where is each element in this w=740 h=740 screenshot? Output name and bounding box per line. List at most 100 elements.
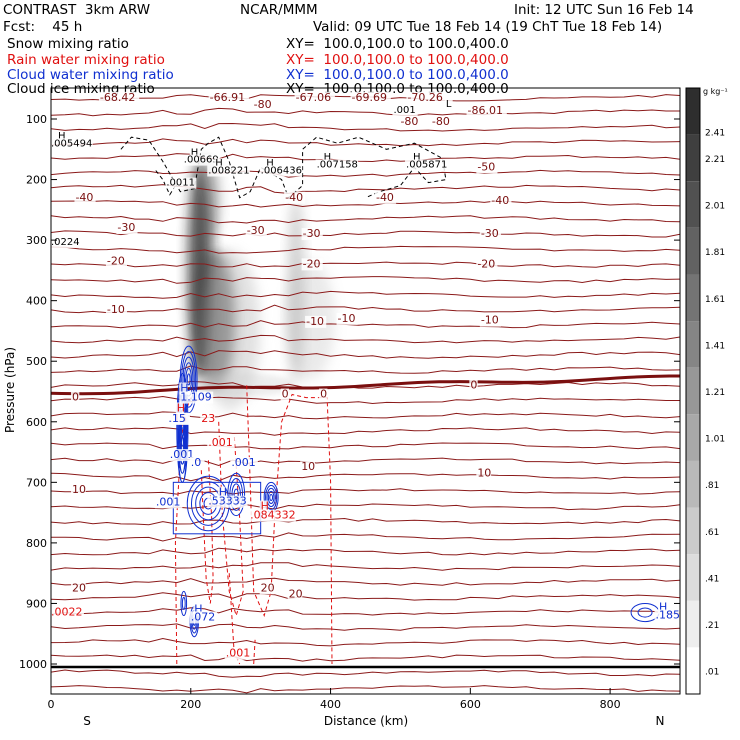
cloud-ice-label: L: [446, 99, 452, 110]
field-snow-name: Snow mixing ratio: [7, 36, 129, 52]
isotherm-line: [51, 547, 680, 556]
forecast-hour: Fcst: 45 h: [3, 19, 83, 35]
isotherm-line: [51, 184, 680, 194]
isotherm-line: [51, 200, 680, 208]
isotherm-line: [51, 442, 680, 450]
isotherm-line: [51, 669, 680, 678]
cloud-ice-label: H: [324, 152, 332, 163]
cloud-ice-label-bg: [214, 158, 223, 170]
temperature-label-bg: [476, 258, 498, 271]
valid-time: Valid: 09 UTC Tue 18 Feb 14 (19 ChT Tue …: [313, 19, 663, 35]
rain-label: .0022: [51, 606, 83, 619]
colorbar-label: 2.01: [705, 202, 725, 212]
temperature-label: -67.06: [296, 91, 331, 104]
colorbar-swatch: [686, 181, 700, 228]
temperature-label-bg: [374, 191, 397, 204]
temperature-label-bg: [301, 258, 323, 271]
x-tick-label: 400: [320, 698, 341, 711]
rain-contour: [200, 458, 214, 604]
rain-label: .001: [208, 436, 233, 449]
temperature-label-bg: [476, 161, 498, 174]
cloud-ice-label-bg: [412, 152, 420, 164]
rain-label-bg: [224, 647, 253, 660]
isotherm-line: [51, 577, 680, 586]
rain-label: 23: [201, 412, 215, 425]
isotherm-line: [51, 457, 680, 467]
colorbar-swatch: [686, 507, 700, 555]
isotherm-line: [51, 685, 680, 694]
temperature-label: -10: [481, 314, 499, 327]
rain-label-bg: [200, 412, 216, 425]
temperature-label: 20: [261, 581, 275, 594]
isotherm-line: [51, 290, 680, 299]
temperature-label: -50: [477, 160, 495, 173]
y-tick-label: 1000: [19, 658, 47, 671]
y-tick-label: 400: [26, 295, 47, 308]
rain-label: H: [261, 500, 269, 513]
cloud-water-label: H: [194, 603, 202, 616]
y-tick-label: 900: [26, 597, 47, 610]
y-tick-label: 500: [26, 355, 47, 368]
temperature-label-bg: [479, 314, 501, 327]
temperature-label-bg: [479, 228, 501, 241]
temperature-label-bg: [490, 194, 512, 207]
cloud-ice-label-bg: [315, 159, 359, 171]
field-cloud-water-xy: XY= 100.0,100.0 to 100.0,400.0: [286, 67, 509, 83]
north-label: N: [656, 714, 665, 728]
temperature-label: -20: [303, 257, 321, 270]
cloud-ice-label: .001: [393, 105, 415, 116]
temperature-label: -10: [338, 312, 356, 325]
temperature-label: 10: [477, 466, 491, 479]
isotherm-line: [51, 503, 680, 511]
cloud-water-label: .53333: [208, 495, 247, 508]
colorbar-label: .81: [705, 481, 719, 491]
rain-label-bg: [249, 509, 296, 522]
colorbar-swatch: [686, 321, 700, 368]
cloud-ice-label-bg: [189, 147, 198, 159]
x-tick-label: 600: [460, 698, 481, 711]
colorbar: 2.41 2.21 2.01 1.81 1.61 1.41 1.21 1.01 .81 .61 .4…: [685, 87, 728, 695]
colorbar-swatch: [686, 88, 700, 135]
isotherm-line: [51, 79, 680, 86]
field-cloud-water-name: Cloud water mixing ratio: [7, 67, 174, 83]
isotherm-line: [51, 261, 680, 268]
y-tick-label: 300: [26, 234, 47, 247]
temperature-label: -40: [491, 194, 509, 207]
temperature-label-bg: [305, 315, 327, 328]
isotherm-line: [51, 517, 680, 526]
cloud-ice-label-bg: [259, 165, 303, 177]
temperature-label-bg: [399, 116, 421, 129]
rain-contour: [246, 385, 333, 665]
cloud-water-contour: [637, 607, 653, 618]
cloud-water-label: H: [219, 486, 227, 499]
temperature-label-bg: [430, 116, 453, 129]
colorbar-label: 1.61: [705, 295, 725, 305]
rain-label-bg: [175, 402, 185, 415]
temperature-label-bg: [301, 228, 323, 241]
colorbar-label: .21: [705, 621, 719, 631]
colorbar-swatch: [686, 414, 700, 461]
cloud-water-contour: [181, 351, 197, 408]
rain-label-bg: [207, 437, 235, 449]
rain-contour: [253, 639, 256, 665]
isotherm-line: [51, 562, 680, 571]
cloud-water-contour: [185, 367, 192, 391]
cloud-ice-label-bg: [182, 154, 220, 166]
center-title: NCAR/MMM: [240, 2, 318, 18]
isotherm-line: [51, 637, 680, 647]
y-axis-title: Pressure (hPa): [3, 347, 17, 433]
zero-isotherm: [51, 374, 680, 396]
temperature-label-bg: [406, 91, 447, 104]
temperature-label: -20: [477, 257, 495, 270]
temperature-label-bg: [74, 191, 96, 204]
temperature-isotherms: [51, 79, 680, 694]
cloud-ice-contour: [120, 136, 447, 199]
colorbar-swatch: [686, 600, 700, 648]
temperature-label: -80: [400, 115, 418, 128]
x-tick-label: 200: [180, 698, 201, 711]
cloud-water-label-bg: [189, 611, 218, 624]
cloud-water-label: .072: [191, 610, 216, 623]
rain-contour: [218, 421, 244, 618]
colorbar-label: 2.21: [705, 155, 725, 165]
